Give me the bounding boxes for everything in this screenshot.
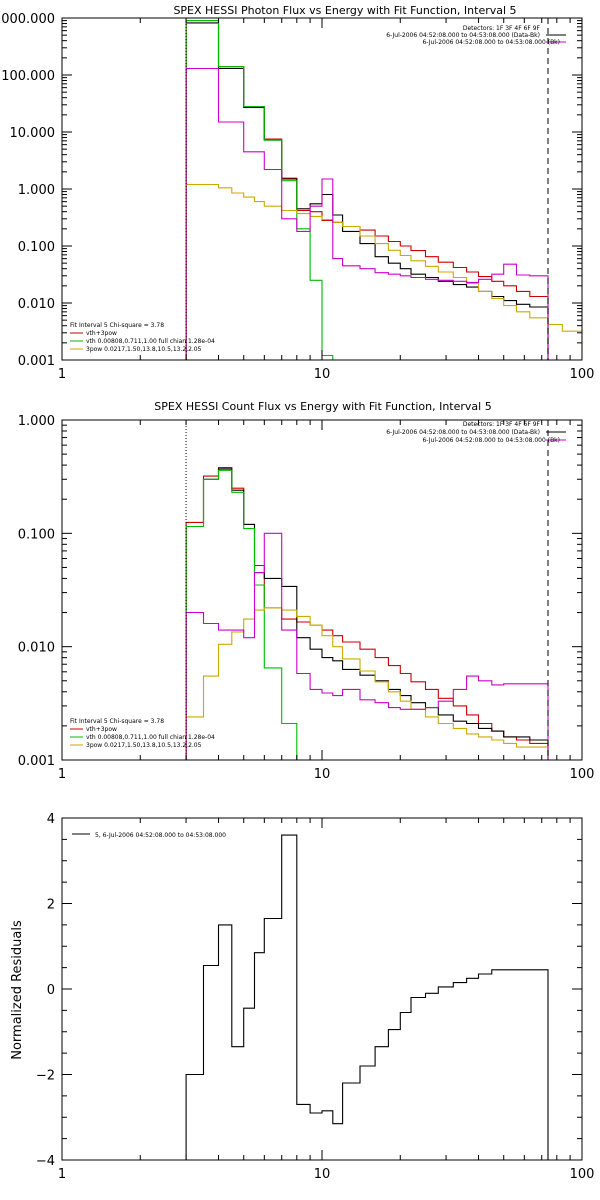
residuals-series-series-0 — [185, 834, 549, 1160]
photon-series-vth-3pow — [185, 20, 549, 360]
residuals-plot-area: 1 10 100 4 2 0 −2 −4 — [36, 812, 595, 1182]
photon-series-group — [185, 20, 582, 360]
count-y-tick-label: 0.100 — [18, 527, 55, 542]
count-series-vth — [185, 469, 311, 760]
count-flux-plot-area: 1 10 100 1.000 0.100 0.010 0.001 — [18, 414, 595, 782]
photon-series-vth — [185, 20, 334, 360]
residuals-y-tick-label: 2 — [47, 898, 55, 913]
photon-x-tick-label: 100 — [570, 367, 595, 382]
count-legend-swatches — [70, 431, 566, 746]
count-x-tick-label: 1 — [58, 767, 66, 782]
photon-x-tick-label: 1 — [58, 367, 66, 382]
photon-legend-vth: vth 0.00808,0.711,1.00 full chian 1.28e-… — [86, 338, 215, 345]
count-x-tick-label: 100 — [570, 767, 595, 782]
residuals-x-tick-label: 1 — [58, 1167, 66, 1182]
photon-series-bk — [185, 67, 549, 360]
count-x-tick-label: 10 — [314, 767, 331, 782]
residuals-y-axis-label: Normalized Residuals — [10, 920, 25, 1060]
photon-series-3pow — [185, 183, 582, 360]
count-legend-data-bk: 6-Jul-2006 04:52:08.000 to 04:53:08.000 … — [386, 429, 540, 436]
photon-y-tick-label: 0.001 — [18, 354, 55, 369]
count-y-tick-label: 1.000 — [18, 414, 55, 429]
count-plot-frame — [61, 419, 583, 761]
count-series-group — [185, 467, 549, 760]
residuals-y-tick-label: −2 — [36, 1069, 55, 1084]
photon-y-tick-label: 10.000 — [10, 126, 56, 141]
count-series-3pow — [185, 607, 549, 760]
photon-detectors-label: Detectors: 1F 3F 4F 6F 9F — [463, 25, 541, 32]
residuals-series-group — [185, 834, 549, 1160]
photon-y-tick-label: 100.000 — [1, 69, 55, 84]
count-detectors-label: Detectors: 1F 3F 4F 6F 9F — [463, 421, 541, 428]
photon-flux-title: SPEX HESSI Photon Flux vs Energy with Fi… — [173, 4, 516, 17]
residuals-x-tick-label: 100 — [570, 1167, 595, 1182]
count-legend-vth3pow: vth+3pow — [86, 726, 117, 733]
residuals-panel: 1 10 100 4 2 0 −2 −4 Normalized Residuals 5, 6-… — [10, 812, 594, 1182]
count-series-bk — [185, 532, 549, 760]
residuals-y-tick-label: −4 — [36, 1154, 55, 1169]
photon-legend-fit-interval: Fit Interval 5 Chi-square = 3.78 — [70, 322, 164, 329]
count-y-tick-label: 0.001 — [18, 754, 55, 769]
photon-flux-panel: SPEX HESSI Photon Flux vs Energy with Fi… — [0, 4, 594, 382]
count-legend-fit-interval: Fit Interval 5 Chi-square = 3.78 — [70, 718, 164, 725]
photon-y-tick-label: 0.010 — [18, 297, 55, 312]
count-flux-panel: SPEX HESSI Count Flux vs Energy with Fit… — [18, 400, 595, 782]
residuals-plot-frame — [61, 817, 583, 1161]
count-legend-vth: vth 0.00808,0.711,1.00 full chian 1.28e-… — [86, 734, 215, 741]
residuals-y-tick-label: 4 — [47, 812, 55, 827]
photon-x-tick-label: 10 — [314, 367, 331, 382]
count-legend-bk: 6-Jul-2006 04:52:08.000 to 04:53:08.000 … — [422, 437, 560, 444]
count-series-data-bk — [185, 468, 549, 760]
count-flux-title: SPEX HESSI Count Flux vs Energy with Fit… — [154, 400, 491, 413]
residuals-x-tick-label: 10 — [314, 1167, 331, 1182]
residuals-legend-label: 5, 6-Jul-2006 04:52:08.000 to 04:53:08.0… — [95, 832, 226, 839]
photon-legend-vth3pow: vth+3pow — [86, 330, 117, 337]
count-y-tick-label: 0.010 — [18, 641, 55, 656]
count-legend-3pow: 3pow 0.0217,1.50,13.8,10.5,13.2,2.05 — [86, 742, 202, 749]
photon-y-tick-label: 0.100 — [18, 240, 55, 255]
photon-y-tick-label: 1.000 — [18, 183, 55, 198]
photon-legend-swatches — [70, 34, 566, 350]
photon-legend-3pow: 3pow 0.0217,1.50,13.8,10.5,13.2,2.05 — [86, 346, 202, 353]
residuals-y-tick-label: 0 — [47, 983, 55, 998]
photon-series-data-bk — [185, 22, 549, 360]
photon-legend-data-bk: 6-Jul-2006 04:52:08.000 to 04:53:08.000 … — [386, 32, 540, 39]
count-series-vth-3pow — [185, 467, 549, 760]
photon-legend-bk: 6-Jul-2006 04:52:08.000 to 04:53:08.000 … — [422, 39, 560, 46]
